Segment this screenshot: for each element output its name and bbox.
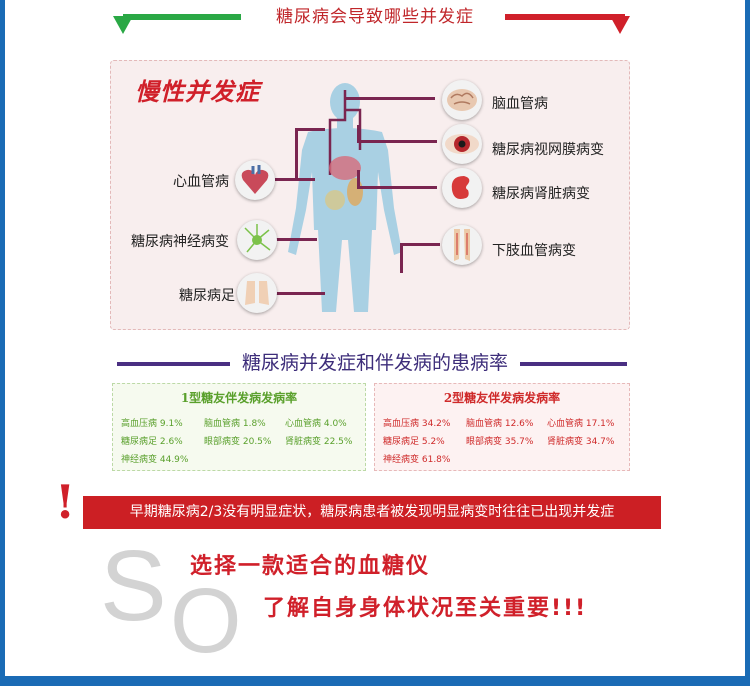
type1-stat: 糖尿病足 2.6%: [121, 437, 183, 447]
type2-stat: 心血管病 17.1%: [547, 419, 615, 429]
human-body-icon: [288, 83, 402, 312]
page-title: 糖尿病会导致哪些并发症: [5, 2, 745, 27]
type1-title: 1型糖友伴发病发病率: [180, 391, 298, 405]
type1-stat: 心血管病 4.0%: [285, 419, 347, 429]
type2-stat: 神经病变 61.8%: [383, 455, 451, 465]
connector-heart-v: [295, 128, 298, 180]
type2-stat: 脑血管病 12.6%: [466, 419, 534, 429]
rates-title-text: 糖尿病并发症和伴发病的患病率: [229, 352, 520, 374]
type1-stat: 神经病变 44.9%: [121, 455, 189, 465]
warning-banner: 早期糖尿病2/3没有明显症状，糖尿病患者被发现明显病变时往往已出现并发症: [83, 496, 661, 529]
page-title-text: 糖尿病会导致哪些并发症: [266, 7, 484, 27]
type2-stat: 高血压病 34.2%: [383, 419, 451, 429]
type1-stat: 高血压病 9.1%: [121, 419, 183, 429]
connector-legs-v: [400, 243, 403, 273]
connector-kidney: [357, 186, 437, 189]
type2-box: 2型糖友伴发病发病率 高血压病 34.2% 脑血管病 12.6% 心血管病 17…: [374, 383, 630, 471]
type1-stat: 脑血管病 1.8%: [204, 419, 266, 429]
header-green-line: [123, 14, 241, 20]
infographic: 糖尿病会导致哪些并发症 慢性并发症 脑血管病 糖尿病视网膜病变: [5, 0, 745, 676]
so-letter-o: O: [170, 570, 242, 672]
heart-icon: [235, 160, 275, 200]
down-arrow-icon-green: [113, 16, 133, 34]
type2-stat: 糖尿病足 5.2%: [383, 437, 445, 447]
type2-title: 2型糖友伴发病发病率: [443, 391, 561, 405]
legs-icon: [442, 225, 482, 265]
connector-feet: [275, 292, 325, 295]
neuron-label: 糖尿病神经病变: [131, 234, 229, 250]
header-red-line: [505, 14, 625, 20]
connector-heart-top: [295, 128, 325, 131]
type1-box: 1型糖友伴发病发病率 高血压病 9.1% 脑血管病 1.8% 心血管病 4.0%…: [112, 383, 366, 471]
connector-eye-v: [357, 125, 360, 143]
connector-brain: [345, 97, 435, 100]
connector-legs: [400, 243, 440, 246]
eye-icon: [442, 124, 482, 164]
brain-icon: [442, 80, 482, 120]
eye-label: 糖尿病视网膜病变: [492, 142, 604, 158]
legs-label: 下肢血管病变: [492, 243, 576, 259]
heart-label: 心血管病: [173, 174, 229, 190]
connector-eye: [357, 140, 437, 143]
so-letter-s: S: [100, 530, 167, 642]
type2-stat: 眼部病变 35.7%: [466, 437, 534, 447]
type2-stat: 肾脏病变 34.7%: [547, 437, 615, 447]
kidney-icon: [442, 168, 482, 208]
feet-label: 糖尿病足: [179, 288, 235, 304]
connector-neuron: [275, 238, 317, 241]
type1-stat: 眼部病变 20.5%: [204, 437, 272, 447]
rates-title: 糖尿病并发症和伴发病的患病率: [5, 348, 745, 375]
feet-icon: [237, 273, 277, 313]
brain-label: 脑血管病: [492, 96, 548, 112]
connector-kidney-v: [357, 170, 360, 188]
connector-heart: [275, 178, 315, 181]
footer-line2: 了解自身身体状况至关重要!!!: [263, 596, 588, 621]
chronic-title: 慢性并发症: [135, 78, 260, 106]
kidney-label: 糖尿病肾脏病变: [492, 186, 590, 202]
type1-stat: 肾脏病变 22.5%: [285, 437, 353, 447]
neuron-icon: [237, 220, 277, 260]
down-arrow-icon-red: [610, 16, 630, 34]
footer-line1: 选择一款适合的血糖仪: [190, 554, 431, 579]
exclamation-icon: !: [55, 475, 76, 529]
